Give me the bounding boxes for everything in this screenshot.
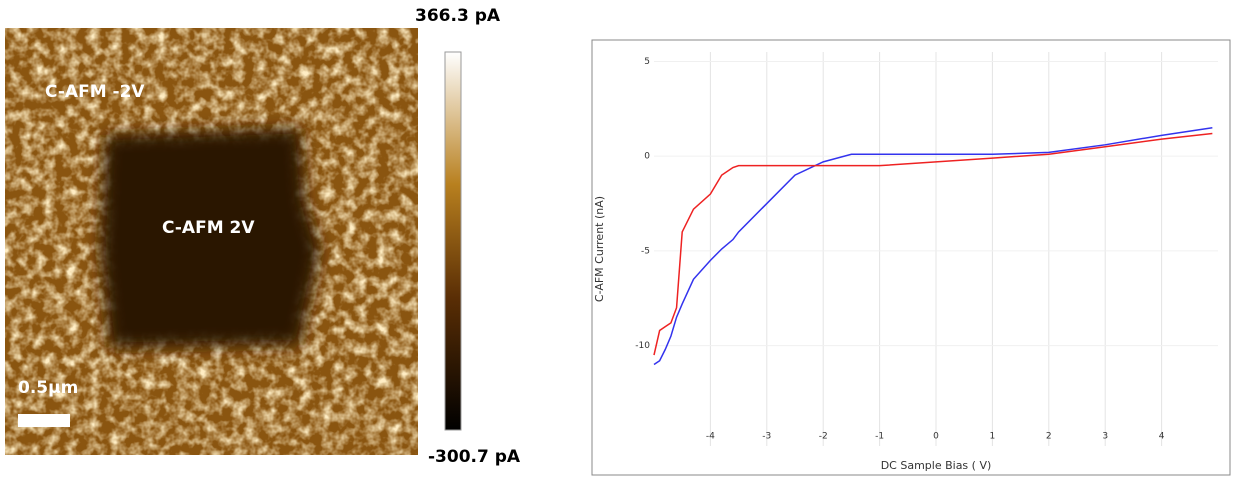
y-tick-label: -5 [641,246,650,256]
y-tick-label: -10 [635,341,650,351]
image-label: C-AFM -2V [45,82,145,102]
x-tick-label: 1 [990,432,996,442]
chart-frame [591,39,1231,476]
x-axis-label: DC Sample Bias ( V) [881,459,992,472]
y-tick-label: 5 [644,57,650,67]
y-tick-label: 0 [644,152,650,162]
colorbar-max: 366.3 pA [415,6,501,26]
x-tick-label: -2 [819,432,828,442]
afm-image: C-AFM -2V C-AFM 2V 0.5µm [5,28,418,455]
x-tick-label: 4 [1159,432,1165,442]
y-axis-label: C-AFM Current (nA) [593,196,606,302]
data-line [653,132,1213,356]
x-tick-label: -4 [706,432,715,442]
data-line [653,127,1213,366]
x-tick-label: -3 [762,432,771,442]
x-tick-label: 3 [1102,432,1108,442]
colorbar-min: -300.7 pA [428,447,521,467]
x-tick-label: 0 [933,432,939,442]
colorbar [444,51,462,431]
scale-bar-label: 0.5µm [18,378,78,398]
scale-bar [18,414,70,427]
x-tick-label: -1 [875,432,884,442]
image-label: C-AFM 2V [162,218,255,238]
x-tick-label: 2 [1046,432,1052,442]
